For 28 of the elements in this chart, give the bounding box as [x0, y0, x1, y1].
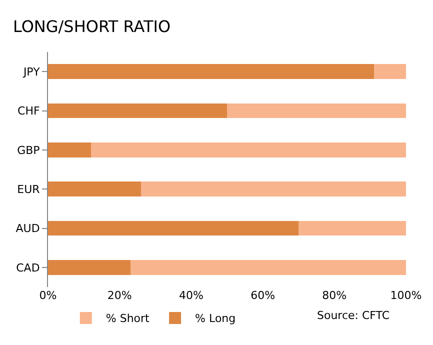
bar: [48, 64, 374, 80]
bar: [48, 220, 299, 236]
y-tick-label: JPY: [22, 65, 40, 78]
bar: [48, 103, 227, 118]
source-note: Source: CFTC: [317, 309, 390, 322]
bar: [48, 182, 142, 197]
legend-label: % Long: [195, 312, 236, 326]
bar: [48, 260, 130, 275]
x-tick-label: 60%: [250, 289, 276, 302]
x-tick-label: 40%: [178, 289, 204, 302]
y-tick-label: EUR: [17, 182, 40, 196]
y-tick-label: CAD: [16, 261, 40, 274]
bar: [141, 182, 406, 197]
y-tick-label: CHF: [18, 104, 40, 118]
y-tick-label: GBP: [17, 144, 40, 157]
bar: [298, 220, 406, 236]
bar: [48, 142, 91, 158]
x-tick-label: 20%: [107, 289, 132, 302]
chart-title: LONG/SHORT RATIO: [12, 16, 171, 36]
bar: [90, 142, 406, 158]
x-tick-label: 100%: [390, 289, 422, 302]
x-tick-label: 80%: [322, 289, 347, 302]
x-tick-label: 0%: [39, 289, 57, 302]
bar: [374, 64, 406, 80]
y-tick-label: AUD: [16, 222, 40, 236]
bar: [227, 103, 406, 118]
bar: [130, 260, 406, 275]
legend-label: % Short: [106, 312, 150, 326]
